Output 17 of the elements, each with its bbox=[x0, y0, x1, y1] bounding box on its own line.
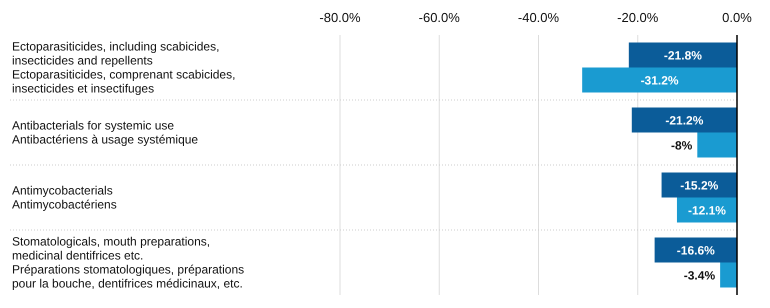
data-label: -8% bbox=[670, 138, 693, 152]
x-tick-label: -40.0% bbox=[518, 10, 560, 25]
x-tick-label: -20.0% bbox=[617, 10, 659, 25]
data-label: -16.6% bbox=[676, 244, 716, 258]
y-tick-label: Antimycobacterials Antimycobactériens bbox=[12, 184, 117, 212]
data-label: -21.8% bbox=[664, 48, 702, 62]
y-tick-label: Stomatologicals, mouth preparations, medicinal dentifrices etc. Préparations stomatologiques, préparations pour la bouche, dentifrices médicinaux, etc. bbox=[12, 234, 244, 290]
x-tick-label: -60.0% bbox=[418, 10, 460, 25]
data-label: -15.2% bbox=[680, 178, 719, 192]
x-tick-label: -80.0% bbox=[319, 10, 362, 25]
data-label: -12.1% bbox=[688, 204, 726, 218]
data-label: -21.2% bbox=[665, 114, 704, 128]
data-label: -31.2% bbox=[640, 74, 679, 88]
x-tick-label: 0.0% bbox=[722, 10, 752, 25]
data-label: -3.4% bbox=[684, 268, 716, 282]
y-tick-label: Ectoparasiticides, including scabicides, insecticides and repellents Ectoparasiticides, comprenant scabicides, insecticides et insectifuges bbox=[12, 40, 236, 96]
y-tick-label: Antibacterials for systemic use Antibactériens à usage systémique bbox=[12, 118, 198, 146]
